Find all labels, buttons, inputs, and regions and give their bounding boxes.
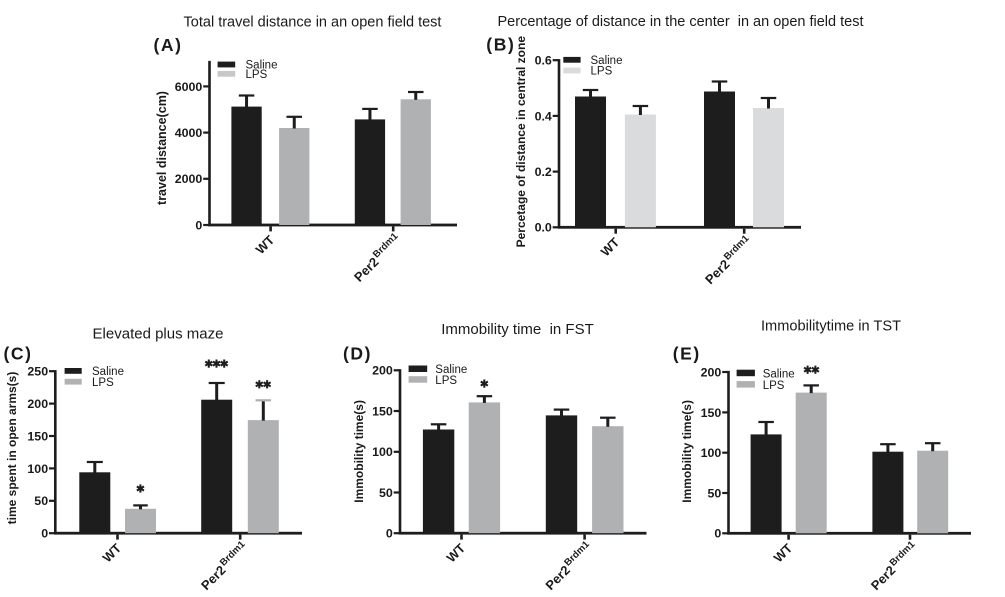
svg-text:Saline: Saline [435,364,467,376]
svg-text:150: 150 [372,404,393,418]
svg-text:0.2: 0.2 [535,165,552,179]
svg-text:Immobilitytime in TST: Immobilitytime in TST [761,319,901,335]
svg-text:200: 200 [27,397,48,411]
svg-text:0: 0 [41,527,48,541]
svg-text:LPS: LPS [246,69,268,81]
svg-text:0: 0 [195,218,202,232]
svg-text:4000: 4000 [175,126,203,140]
svg-text:Saline: Saline [246,60,278,72]
svg-text:Percetage of distance in centr: Percetage of distance in central zone [514,36,528,248]
svg-text:50: 50 [34,494,48,508]
svg-text:0: 0 [714,527,721,541]
svg-text:(B): (B) [486,35,515,55]
svg-text:0.6: 0.6 [535,54,552,68]
svg-text:150: 150 [27,429,48,443]
svg-text:0.0: 0.0 [535,221,552,235]
svg-text:(D): (D) [343,344,372,364]
svg-text:0.4: 0.4 [535,109,552,123]
svg-text:100: 100 [701,446,722,460]
svg-text:(A): (A) [154,35,183,55]
svg-text:100: 100 [27,462,48,476]
svg-text:Total travel distance in an op: Total travel distance in an open field t… [184,15,442,31]
svg-text:2000: 2000 [175,172,203,186]
svg-text:Saline: Saline [591,55,623,67]
svg-text:Elevated plus maze: Elevated plus maze [93,326,224,343]
svg-text:200: 200 [372,364,393,378]
svg-text:LPS: LPS [591,66,613,78]
svg-text:Saline: Saline [92,366,124,378]
svg-text:Immobility time(s): Immobility time(s) [352,400,366,503]
svg-text:travel distance(cm): travel distance(cm) [155,91,169,205]
svg-text:50: 50 [708,486,722,500]
svg-text:(C): (C) [4,344,33,364]
svg-text:150: 150 [701,406,722,420]
svg-text:100: 100 [372,445,393,459]
svg-text:(E): (E) [673,344,701,364]
svg-text:Saline: Saline [763,368,795,380]
svg-text:0: 0 [386,527,393,541]
svg-text:LPS: LPS [435,375,457,387]
svg-text:250: 250 [27,365,48,379]
svg-text:Immobility time in FST: Immobility time in FST [441,321,594,338]
svg-text:Immobility time(s): Immobility time(s) [680,400,694,503]
svg-text:LPS: LPS [92,377,114,389]
svg-text:LPS: LPS [763,380,785,392]
svg-text:200: 200 [701,365,722,379]
svg-text:time spent in open arms(s): time spent in open arms(s) [5,372,19,525]
svg-text:6000: 6000 [175,80,203,94]
svg-text:50: 50 [379,486,393,500]
svg-text:Percentage of distance in the: Percentage of distance in the center in … [498,14,864,30]
